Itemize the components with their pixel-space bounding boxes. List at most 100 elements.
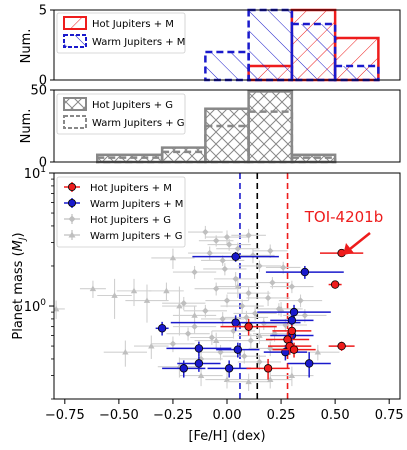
legend-marker-hot-g	[64, 214, 80, 224]
hist-bar	[247, 90, 294, 164]
data-point	[287, 352, 331, 378]
data-point	[134, 335, 169, 359]
hist-bar	[204, 50, 250, 82]
data-point	[270, 280, 314, 294]
x-axis-label: [Fe/H] (dex)	[188, 429, 265, 444]
data-point	[237, 260, 282, 273]
data-point	[205, 371, 249, 389]
x-tick-label: 0.00	[213, 408, 242, 423]
data-point	[155, 321, 169, 336]
main-legend: Hot Jupiters + M Warm Jupiters + M Hot J…	[56, 176, 186, 248]
histogram-m-dwarfs: 0 5 Num. Hot Jupiters + M Warm Jupiters +…	[19, 4, 401, 89]
data-point	[207, 238, 251, 251]
data-point	[214, 272, 258, 287]
scatter-panel: 100 101 −0.75 −0.50 −0.25 0.00 0.25 0.50 0.75 P…	[11, 165, 404, 444]
data-point	[328, 341, 355, 351]
y-tick-label: 50	[30, 84, 47, 99]
data-point	[265, 265, 344, 279]
data-point	[220, 299, 264, 314]
data-point	[188, 246, 232, 261]
x-tick-label: 0.50	[321, 408, 350, 423]
data-point	[103, 340, 147, 367]
legend-marker-hot-m	[64, 182, 80, 192]
data-point	[166, 327, 210, 341]
data-point	[328, 280, 342, 289]
y-tick-label: 5	[39, 4, 47, 19]
hist-bar	[247, 8, 294, 82]
data-point	[54, 300, 65, 319]
annotation-arrow-shaft	[349, 232, 371, 250]
data-point	[229, 333, 273, 349]
hist-bar	[290, 22, 337, 82]
x-tick-label: −0.75	[45, 408, 85, 423]
x-tick-label: 0.75	[375, 408, 404, 423]
legend-label-warm-m: Warm Jupiters + M	[92, 37, 185, 48]
hist-bar	[160, 146, 207, 164]
main-ylabel: Planet mass (MJ)	[11, 232, 28, 339]
toi-4201b-label: TOI-4201b	[304, 208, 384, 226]
legend-label-scatter-warm-g: Warm Jupiters + G	[90, 231, 183, 242]
data-point	[252, 244, 288, 258]
data-point	[227, 373, 271, 391]
data-point	[194, 282, 238, 296]
legend-marker-warm-g	[64, 230, 80, 240]
data-point	[162, 296, 206, 311]
data-point	[151, 336, 195, 353]
data-point	[125, 284, 169, 323]
data-point	[263, 318, 308, 332]
legend-swatch-hot-g	[63, 97, 87, 111]
legend-swatch-hot-m	[63, 16, 87, 30]
data-point	[270, 366, 314, 387]
legend-marker-warm-m	[64, 198, 80, 208]
data-point	[207, 360, 251, 378]
hist-bar	[204, 107, 250, 164]
data-point	[216, 342, 260, 358]
data-point	[278, 294, 323, 308]
mid-axes-frame	[53, 89, 401, 163]
data-point	[190, 330, 234, 345]
data-point	[272, 324, 312, 338]
legend-label-scatter-warm-m: Warm Jupiters + M	[90, 199, 183, 210]
data-point	[172, 265, 217, 279]
data-point	[151, 248, 195, 269]
y-tick-label: 100	[24, 298, 47, 315]
legend-label-hot-g: Hot Jupiters + G	[92, 100, 173, 111]
data-point	[216, 277, 260, 298]
y-tick-label: 101	[24, 165, 46, 182]
toi-4201b-annotation: TOI-4201b	[304, 208, 384, 255]
x-tick-label: −0.25	[153, 408, 193, 423]
data-point	[170, 315, 301, 331]
data-point	[79, 280, 106, 298]
data-point	[248, 371, 292, 389]
y-tick-label: 0	[39, 156, 47, 171]
legend-label-hot-m: Hot Jupiters + M	[92, 19, 174, 30]
mid-legend: Hot Jupiters + G Warm Jupiters + G	[56, 93, 186, 135]
data-point	[220, 318, 277, 336]
data-point	[319, 248, 364, 258]
data-point	[116, 278, 152, 307]
data-point	[205, 230, 249, 245]
data-point	[222, 349, 266, 364]
data-point	[162, 360, 206, 378]
x-tick-label: 0.25	[267, 408, 296, 423]
legend-swatch-warm-m	[63, 34, 87, 48]
data-point	[205, 294, 249, 308]
legend-label-scatter-hot-g: Hot Jupiters + G	[90, 215, 171, 226]
data-point	[183, 304, 227, 318]
data-point	[272, 342, 316, 358]
mid-ylabel: Num.	[19, 109, 34, 144]
data-point	[233, 307, 277, 321]
data-point	[179, 366, 223, 387]
y-tick-label: 0	[39, 74, 47, 89]
data-point	[237, 354, 282, 371]
top-axes-frame	[53, 9, 401, 81]
hist-bar	[333, 64, 380, 82]
top-legend: Hot Jupiters + M Warm Jupiters + M	[56, 12, 185, 54]
data-point	[201, 312, 245, 327]
data-point	[192, 251, 279, 262]
data-point	[149, 282, 184, 301]
annotation-arrow-head	[343, 243, 354, 255]
data-point	[246, 358, 290, 380]
histogram-g-dwarfs: 0 50 Num. Hot Jupiters + G Warm Jupiters …	[19, 84, 401, 171]
